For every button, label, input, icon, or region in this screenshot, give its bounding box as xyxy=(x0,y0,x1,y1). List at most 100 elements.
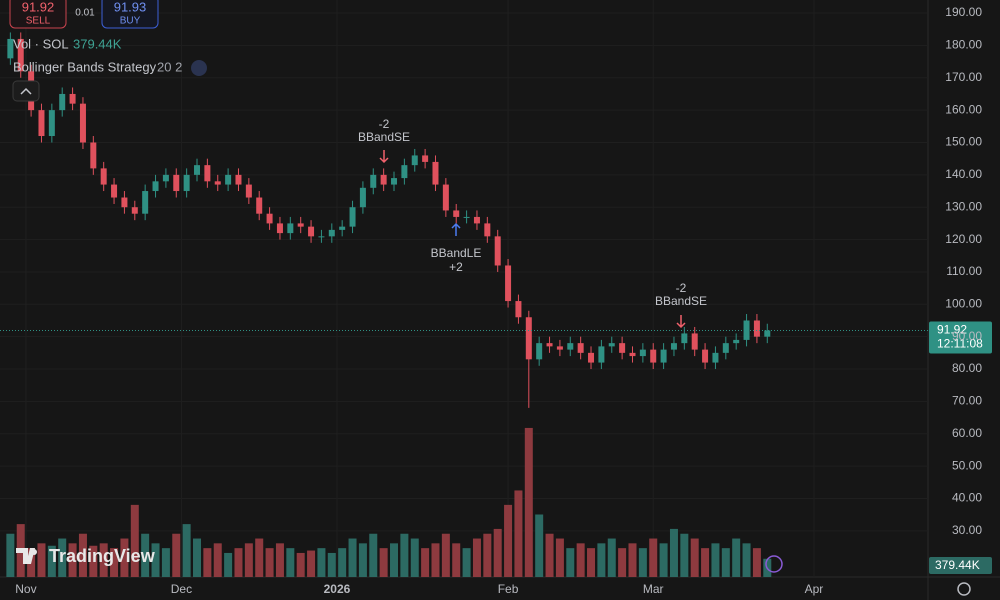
volume-bar xyxy=(669,528,678,577)
volume-tag xyxy=(929,557,992,574)
candle-body xyxy=(173,174,180,192)
volume-bar xyxy=(161,548,170,577)
candle-body xyxy=(629,352,636,357)
sell-price: 91.92 xyxy=(22,0,55,14)
volume-bar xyxy=(47,545,56,577)
volume-bar xyxy=(732,538,741,577)
volume-bar xyxy=(89,545,98,577)
candle-body xyxy=(598,346,605,363)
indicator-title: Bollinger Bands Strategy xyxy=(13,59,157,74)
candle-body xyxy=(204,165,211,182)
volume-bar xyxy=(742,543,751,577)
candle-body xyxy=(525,317,532,360)
candle-body xyxy=(401,165,408,179)
volume-bar xyxy=(701,548,710,577)
volume-bar xyxy=(286,548,295,577)
y-tick-label: 190.00 xyxy=(945,5,982,19)
candles xyxy=(7,32,771,408)
candle-body xyxy=(90,142,97,169)
volume-bar xyxy=(597,543,606,577)
volume-bar xyxy=(78,533,87,577)
volume-bar xyxy=(752,548,761,577)
volume-bar xyxy=(369,533,378,577)
candle-body xyxy=(484,223,491,237)
collapse-button[interactable] xyxy=(12,80,40,102)
candle-body xyxy=(131,207,138,214)
candle-body xyxy=(48,110,55,137)
volume-bar xyxy=(680,533,689,577)
signal-qty: -2 xyxy=(676,281,687,295)
candle-body xyxy=(453,210,460,217)
volume-bar xyxy=(244,543,253,577)
volume-bar xyxy=(431,543,440,577)
candle-body xyxy=(17,38,24,72)
candle-body xyxy=(297,223,304,227)
candle-body xyxy=(608,343,615,347)
assistant-icon[interactable] xyxy=(765,555,783,573)
candle-body xyxy=(318,236,325,238)
volume-bar xyxy=(649,538,658,577)
volume-bar xyxy=(317,548,326,577)
spread: 0.01 xyxy=(75,8,95,19)
y-tick-label: 90.00 xyxy=(952,329,982,343)
x-tick-label: Feb xyxy=(498,582,519,596)
candle-body xyxy=(411,155,418,166)
candle-body xyxy=(505,265,512,302)
volume-bar xyxy=(120,538,129,577)
candle-body xyxy=(712,352,719,363)
buy-price: 91.93 xyxy=(114,0,147,14)
volume-bar xyxy=(690,538,699,577)
volume-bar xyxy=(576,543,585,577)
candle-body xyxy=(308,226,315,237)
volume-bar xyxy=(307,550,316,577)
axes: 30.00 40.00 50.00 60.00 70.00 80.00 90.00 100.0… xyxy=(15,5,982,596)
signal-label: BBandSE xyxy=(358,130,410,144)
collapse-icon xyxy=(20,87,32,95)
volume-bar xyxy=(472,538,481,577)
y-tick-label: 110.00 xyxy=(946,264,982,278)
sell-button[interactable] xyxy=(9,0,67,29)
volume-bar xyxy=(483,533,492,577)
volume-bar xyxy=(141,533,150,577)
y-tick-label: 40.00 xyxy=(952,491,982,505)
signal-qty: +2 xyxy=(449,260,463,274)
candle-body xyxy=(442,184,449,211)
y-tick-label: 50.00 xyxy=(952,458,982,472)
signal-label: BBandSE xyxy=(655,294,707,308)
volume-bar xyxy=(213,543,222,577)
volume-bar xyxy=(68,543,77,577)
overlay: 91.9212:11:08379.44K-2BBandSEBBandLE+2-2… xyxy=(0,117,992,574)
candle-body xyxy=(100,168,107,185)
buy-label: BUY xyxy=(120,16,141,27)
volume-bar xyxy=(628,543,637,577)
candle-body xyxy=(339,226,346,230)
last-price: 91.92 xyxy=(937,323,967,337)
indicator-icon[interactable] xyxy=(191,60,207,76)
volume-bar xyxy=(37,543,46,577)
grid xyxy=(0,0,928,577)
volume-bar xyxy=(618,548,627,577)
candle-body xyxy=(588,352,595,363)
candle-body xyxy=(142,191,149,214)
candle-body xyxy=(473,216,480,224)
candle-body xyxy=(69,93,76,104)
volume-bar xyxy=(338,548,347,577)
candle-body xyxy=(370,174,377,188)
candle-body xyxy=(494,236,501,266)
buy-button[interactable] xyxy=(101,0,159,29)
x-tick-label: 2026 xyxy=(324,582,351,596)
candle-body xyxy=(328,229,335,237)
volume-bar xyxy=(151,543,160,577)
x-tick-label: Dec xyxy=(171,582,192,596)
candle-body xyxy=(121,197,128,208)
volume-bar xyxy=(390,543,399,577)
candle-body xyxy=(650,349,657,363)
settings-icon[interactable] xyxy=(957,582,971,596)
candle-body xyxy=(567,343,574,350)
candle-body xyxy=(79,103,86,143)
volume-bar xyxy=(110,548,119,577)
candle-body xyxy=(722,343,729,353)
volume-bar xyxy=(379,548,388,577)
candle-body xyxy=(235,174,242,185)
candle-body xyxy=(743,320,750,340)
